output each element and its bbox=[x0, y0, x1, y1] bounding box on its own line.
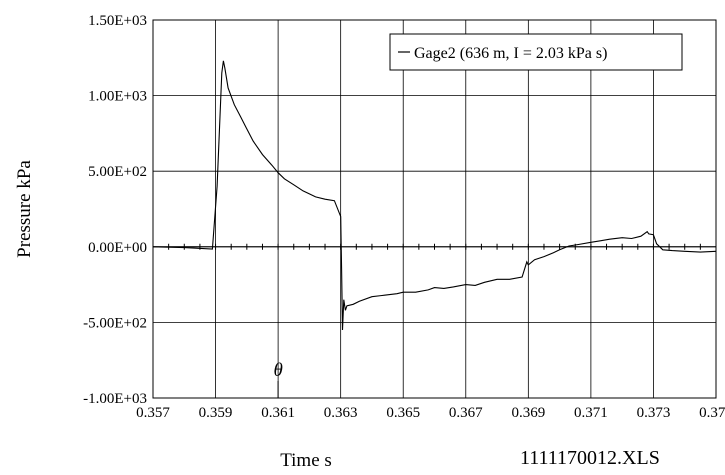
y-tick-label: 5.00E+02 bbox=[88, 164, 147, 180]
y-tick-label: -5.00E+02 bbox=[83, 315, 147, 331]
y-axis-ticks: -1.00E+03 -5.00E+02 0.00E+00 5.00E+02 1.00E+… bbox=[83, 13, 147, 407]
zero-axis-line bbox=[152, 243, 717, 250]
y-tick-label: -1.00E+03 bbox=[83, 391, 147, 407]
y-tick-label: 1.50E+03 bbox=[88, 13, 147, 29]
theta-label: θ bbox=[273, 360, 282, 381]
theta-annotation: θ bbox=[273, 360, 283, 398]
x-tick-label: 0.365 bbox=[386, 405, 420, 421]
x-tick-label: 0.369 bbox=[511, 405, 545, 421]
legend-entry-gage2: Gage2 (636 m, I = 2.03 kPa s) bbox=[414, 45, 607, 62]
plot-frame bbox=[152, 19, 717, 399]
legend: Gage2 (636 m, I = 2.03 kPa s) bbox=[389, 33, 683, 71]
x-tick-label: 0.361 bbox=[261, 405, 295, 421]
x-tick-label: 0.367 bbox=[449, 405, 483, 421]
x-tick-label: 0.357 bbox=[136, 405, 170, 421]
legend-box bbox=[389, 33, 683, 71]
series-line-gage2 bbox=[152, 60, 717, 331]
x-tick-label: 0.373 bbox=[637, 405, 671, 421]
y-axis-title: Pressure kPa bbox=[14, 160, 35, 258]
y-tick-label: 1.00E+03 bbox=[88, 89, 147, 105]
x-axis-title: Time s bbox=[280, 450, 332, 471]
file-name-label: 1111170012.XLS bbox=[520, 447, 660, 469]
x-tick-label: 0.371 bbox=[574, 405, 608, 421]
x-tick-label: 0.375 bbox=[699, 405, 725, 421]
x-axis-ticks: 0.357 0.359 0.361 0.363 0.365 0.367 0.369 0.371… bbox=[136, 405, 725, 421]
y-tick-label: 0.00E+00 bbox=[88, 240, 147, 256]
x-tick-label: 0.359 bbox=[199, 405, 233, 421]
chart-grid bbox=[152, 19, 717, 399]
x-tick-label: 0.363 bbox=[324, 405, 358, 421]
